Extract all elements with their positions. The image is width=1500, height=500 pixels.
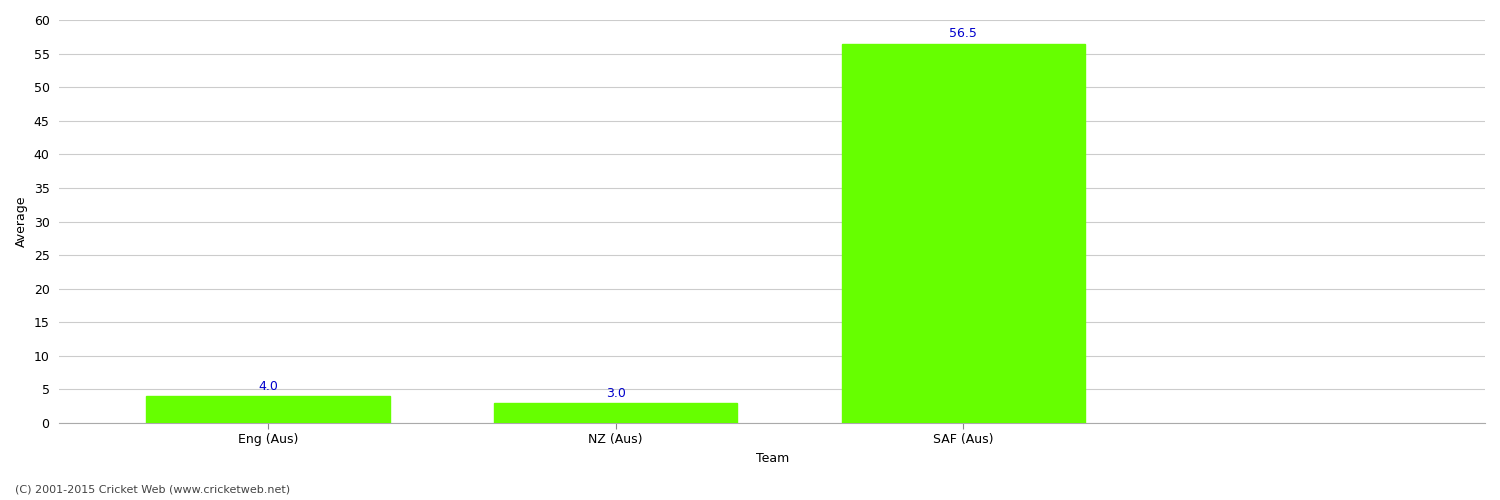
X-axis label: Team: Team: [756, 452, 789, 465]
Text: 4.0: 4.0: [258, 380, 278, 393]
Bar: [842, 44, 1084, 423]
Text: 3.0: 3.0: [606, 386, 625, 400]
Text: (C) 2001-2015 Cricket Web (www.cricketweb.net): (C) 2001-2015 Cricket Web (www.cricketwe…: [15, 485, 290, 495]
Bar: [494, 403, 738, 423]
Text: 56.5: 56.5: [950, 27, 978, 40]
Bar: [146, 396, 390, 423]
Y-axis label: Average: Average: [15, 196, 28, 248]
